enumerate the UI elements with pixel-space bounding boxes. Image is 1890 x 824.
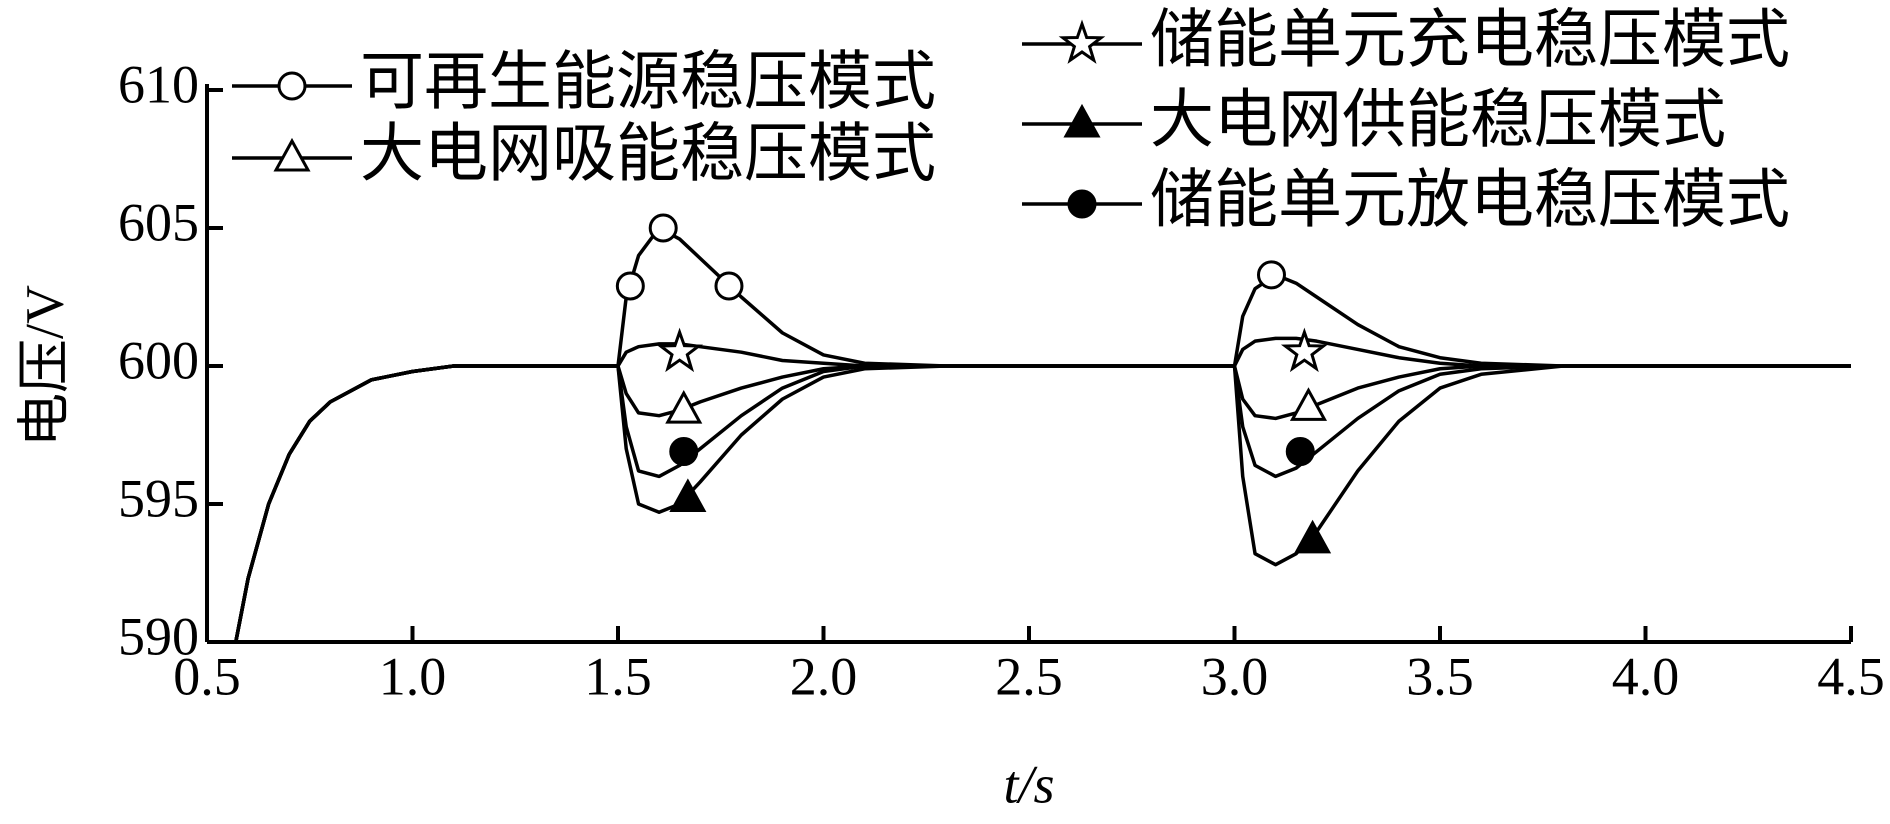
marker xyxy=(615,271,645,301)
y-axis-label: 电压/V xyxy=(14,285,74,447)
legend-label: 可再生能源稳压模式 xyxy=(360,46,936,120)
y-tick-label: 595 xyxy=(118,468,199,528)
series-line xyxy=(234,364,1851,643)
series-line xyxy=(234,364,1851,643)
y-tick-label: 610 xyxy=(118,54,199,114)
x-tick-label: 2.0 xyxy=(790,646,858,706)
y-tick-label: 605 xyxy=(118,192,199,252)
x-tick-label: 0.5 xyxy=(173,646,241,706)
x-axis-label: t/s xyxy=(1003,754,1054,814)
legend-marker xyxy=(277,71,307,101)
legend-label: 储能单元充电稳压模式 xyxy=(1150,4,1790,78)
marker xyxy=(1294,519,1332,554)
marker xyxy=(1285,437,1315,467)
x-tick-label: 4.0 xyxy=(1612,646,1680,706)
x-tick-label: 3.0 xyxy=(1201,646,1269,706)
series-line xyxy=(234,226,1851,643)
marker xyxy=(669,437,699,467)
marker xyxy=(1280,327,1328,373)
legend-marker xyxy=(1063,103,1101,138)
legend-marker xyxy=(1067,189,1097,219)
marker xyxy=(648,213,678,243)
x-tick-label: 2.5 xyxy=(995,646,1063,706)
legend-label: 储能单元放电稳压模式 xyxy=(1150,164,1790,238)
y-tick-label: 600 xyxy=(118,330,199,390)
legend-marker xyxy=(1058,19,1106,64)
marker xyxy=(665,390,703,424)
marker xyxy=(714,271,744,301)
legend-label: 大电网供能稳压模式 xyxy=(1150,84,1726,158)
marker xyxy=(669,478,707,512)
x-tick-label: 1.0 xyxy=(379,646,447,706)
series-line xyxy=(234,364,1851,643)
x-tick-label: 1.5 xyxy=(584,646,652,706)
legend-label: 大电网吸能稳压模式 xyxy=(360,118,936,192)
legend-marker xyxy=(273,137,311,172)
marker xyxy=(1256,260,1286,290)
marker xyxy=(1289,387,1328,421)
series-line xyxy=(234,336,1851,643)
x-tick-label: 4.5 xyxy=(1817,646,1885,706)
x-tick-label: 3.5 xyxy=(1406,646,1474,706)
y-tick-label: 590 xyxy=(118,606,199,666)
marker xyxy=(656,327,704,373)
